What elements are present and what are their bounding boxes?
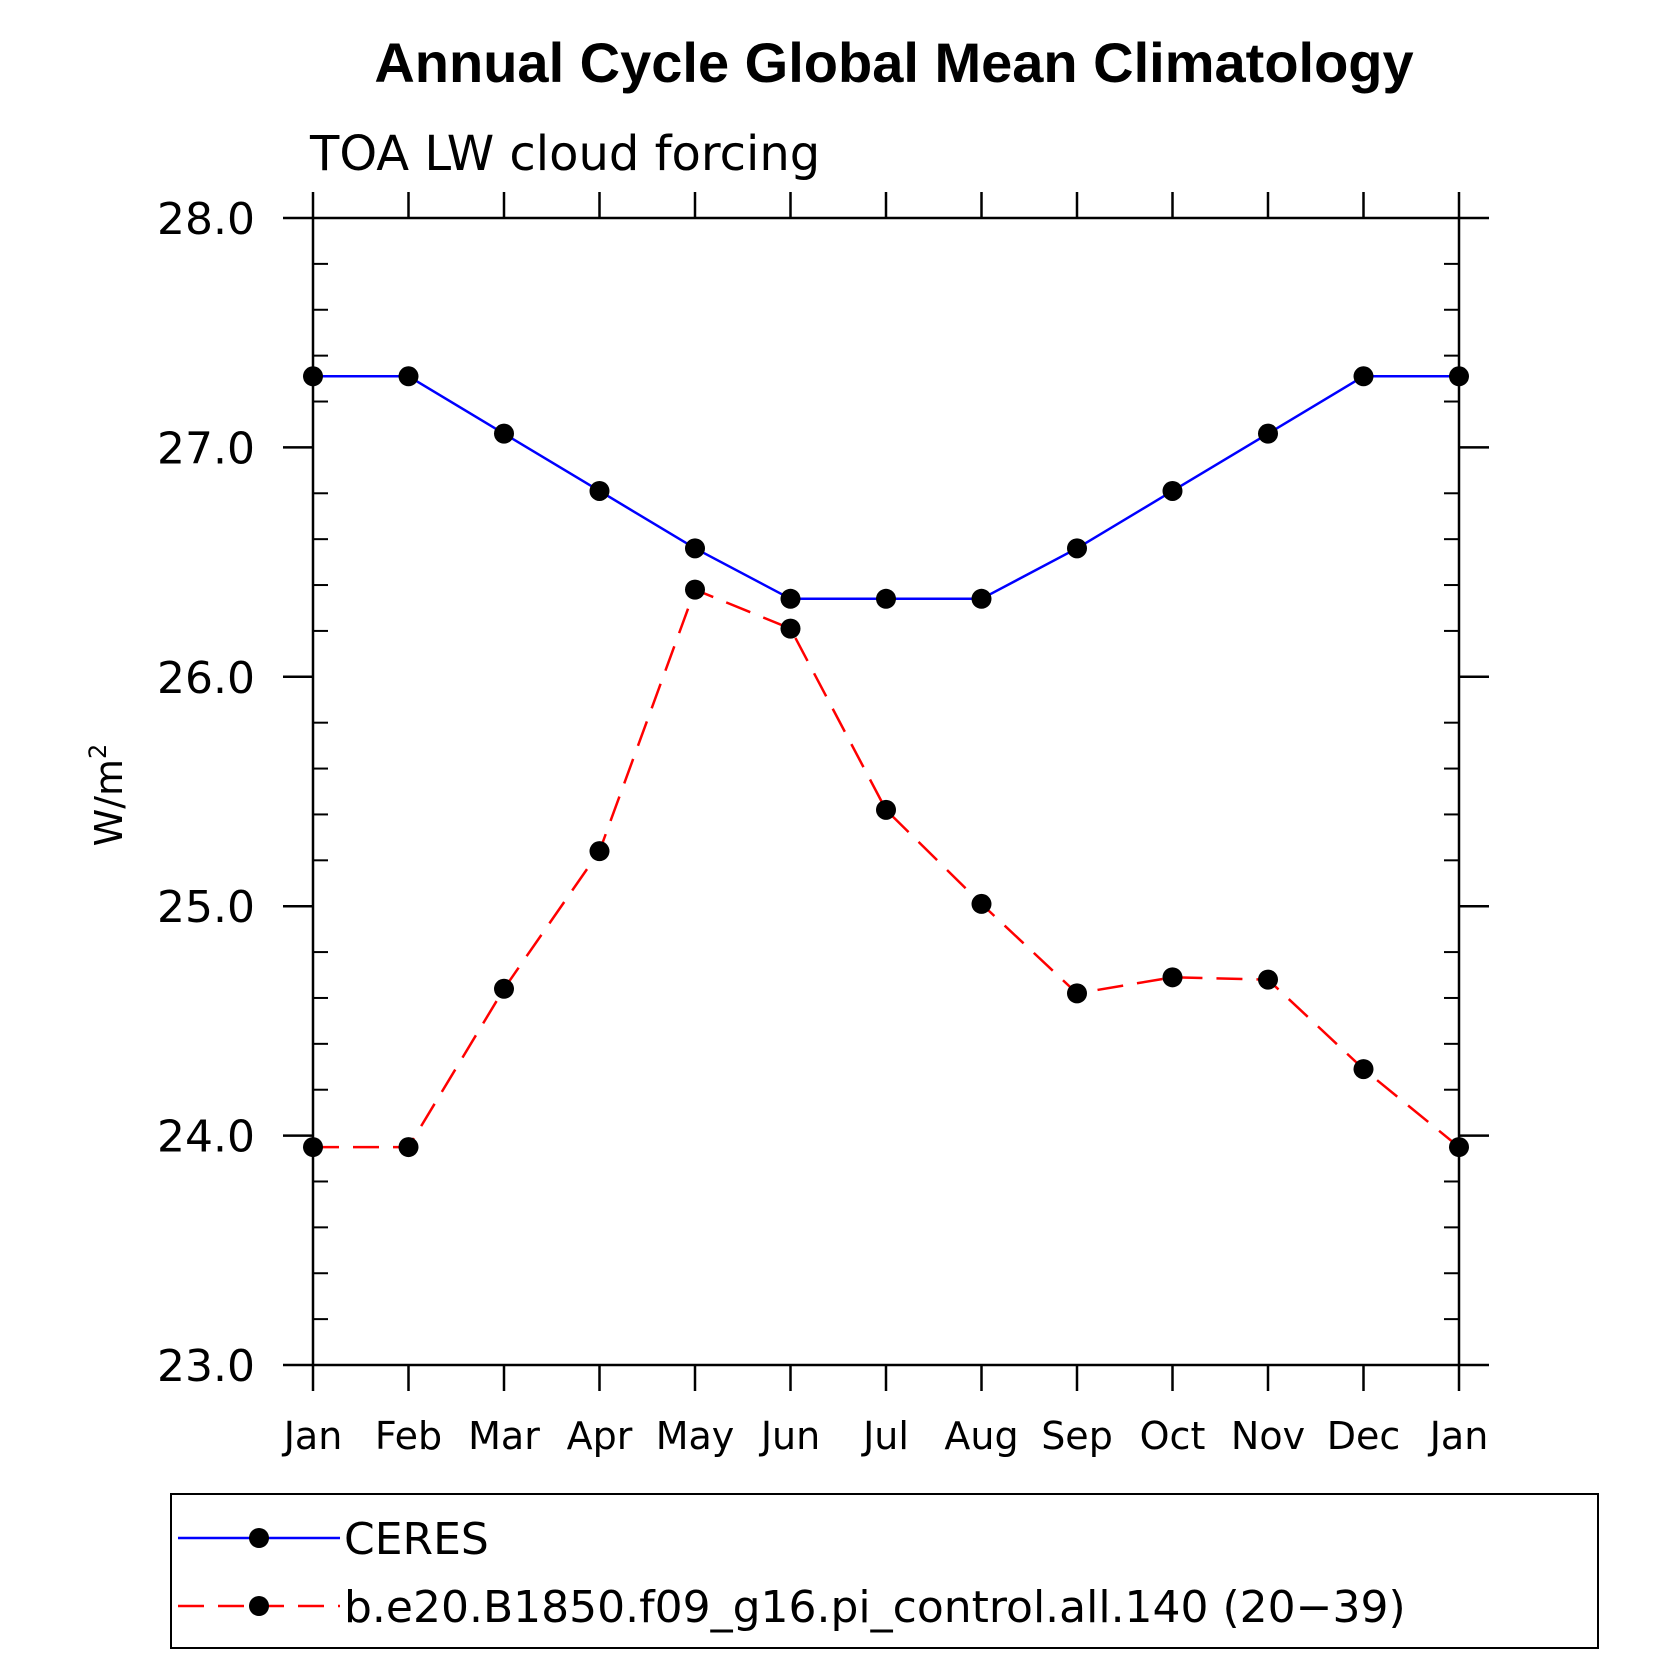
legend-marker-2 bbox=[249, 1596, 269, 1616]
x-tick-label: Oct bbox=[1140, 1414, 1206, 1458]
legend-label-2: b.e20.B1850.f09_g16.pi_control.all.140 (… bbox=[344, 1582, 1406, 1633]
series-2-point bbox=[1162, 967, 1183, 988]
x-tick-label: Sep bbox=[1041, 1414, 1113, 1458]
plot-area: Jan Feb Mar Apr May Jun Jul Aug Sep Oct Nov Dec Jan 2… bbox=[157, 192, 1489, 1458]
series-1-point bbox=[1258, 423, 1278, 444]
series-line-2 bbox=[313, 587, 1460, 1149]
x-tick-label: Dec bbox=[1327, 1414, 1401, 1458]
chart-subtitle: TOA LW cloud forcing bbox=[309, 126, 820, 182]
series-1-point bbox=[398, 366, 419, 387]
series-1-point bbox=[589, 480, 610, 501]
x-tick-label: Jun bbox=[759, 1414, 820, 1458]
legend: CERES b.e20.B1850.f09_g16.pi_control.all.… bbox=[170, 1493, 1599, 1649]
series-1-point bbox=[1353, 366, 1374, 387]
x-tick-label: Feb bbox=[375, 1414, 442, 1458]
series-1-point bbox=[876, 588, 896, 609]
series-2-point bbox=[1067, 983, 1087, 1004]
y-tick-label: 27.0 bbox=[157, 423, 255, 474]
series-1-point bbox=[1067, 538, 1087, 559]
legend-box bbox=[170, 1493, 1599, 1649]
x-tick-label: Jan bbox=[282, 1414, 343, 1458]
chart-title: Annual Cycle Global Mean Climatology bbox=[374, 31, 1413, 94]
y-axis-label-superscript: 2 bbox=[84, 744, 112, 759]
series-2-point bbox=[876, 799, 896, 820]
series-1-point bbox=[494, 423, 514, 444]
x-tick-label: Jul bbox=[861, 1414, 909, 1458]
series-2-point bbox=[1449, 1137, 1469, 1158]
series-1-point bbox=[1449, 366, 1469, 387]
series-2-point bbox=[780, 618, 801, 639]
y-tick-label: 24.0 bbox=[157, 1112, 255, 1163]
y-axis-label: W/m2 bbox=[84, 744, 131, 847]
series-1-point bbox=[685, 538, 705, 559]
x-tick-label: May bbox=[656, 1414, 735, 1458]
y-tick-label: 25.0 bbox=[157, 882, 255, 933]
series-line-1 bbox=[313, 375, 1459, 601]
series-1-point bbox=[1162, 480, 1183, 501]
x-tick-label: Nov bbox=[1231, 1414, 1305, 1458]
series-2-point bbox=[398, 1137, 419, 1158]
plot-frame bbox=[311, 216, 1461, 1367]
y-tick-label: 26.0 bbox=[157, 653, 255, 704]
y-tick-label: 28.0 bbox=[157, 194, 255, 245]
series-2-point bbox=[589, 841, 610, 862]
x-tick-label: Mar bbox=[468, 1414, 540, 1458]
series-2-point bbox=[971, 893, 992, 914]
series-2-point bbox=[685, 579, 705, 600]
series-2-point bbox=[1258, 969, 1278, 990]
y-axis-label-text: W/m bbox=[87, 759, 131, 846]
x-tick-label: Jan bbox=[1428, 1414, 1489, 1458]
series-1-point bbox=[303, 366, 323, 387]
x-tick-label: Aug bbox=[944, 1414, 1018, 1458]
legend-marker-1 bbox=[249, 1528, 269, 1548]
series-1-point bbox=[971, 588, 992, 609]
y-tick-label: 23.0 bbox=[157, 1341, 255, 1392]
legend-label-1: CERES bbox=[344, 1514, 489, 1565]
series-1-point bbox=[780, 588, 801, 609]
series-2-point bbox=[1353, 1059, 1374, 1080]
x-tick-label: Apr bbox=[567, 1414, 633, 1458]
series-2-point bbox=[303, 1137, 323, 1158]
series-2-point bbox=[494, 978, 514, 999]
